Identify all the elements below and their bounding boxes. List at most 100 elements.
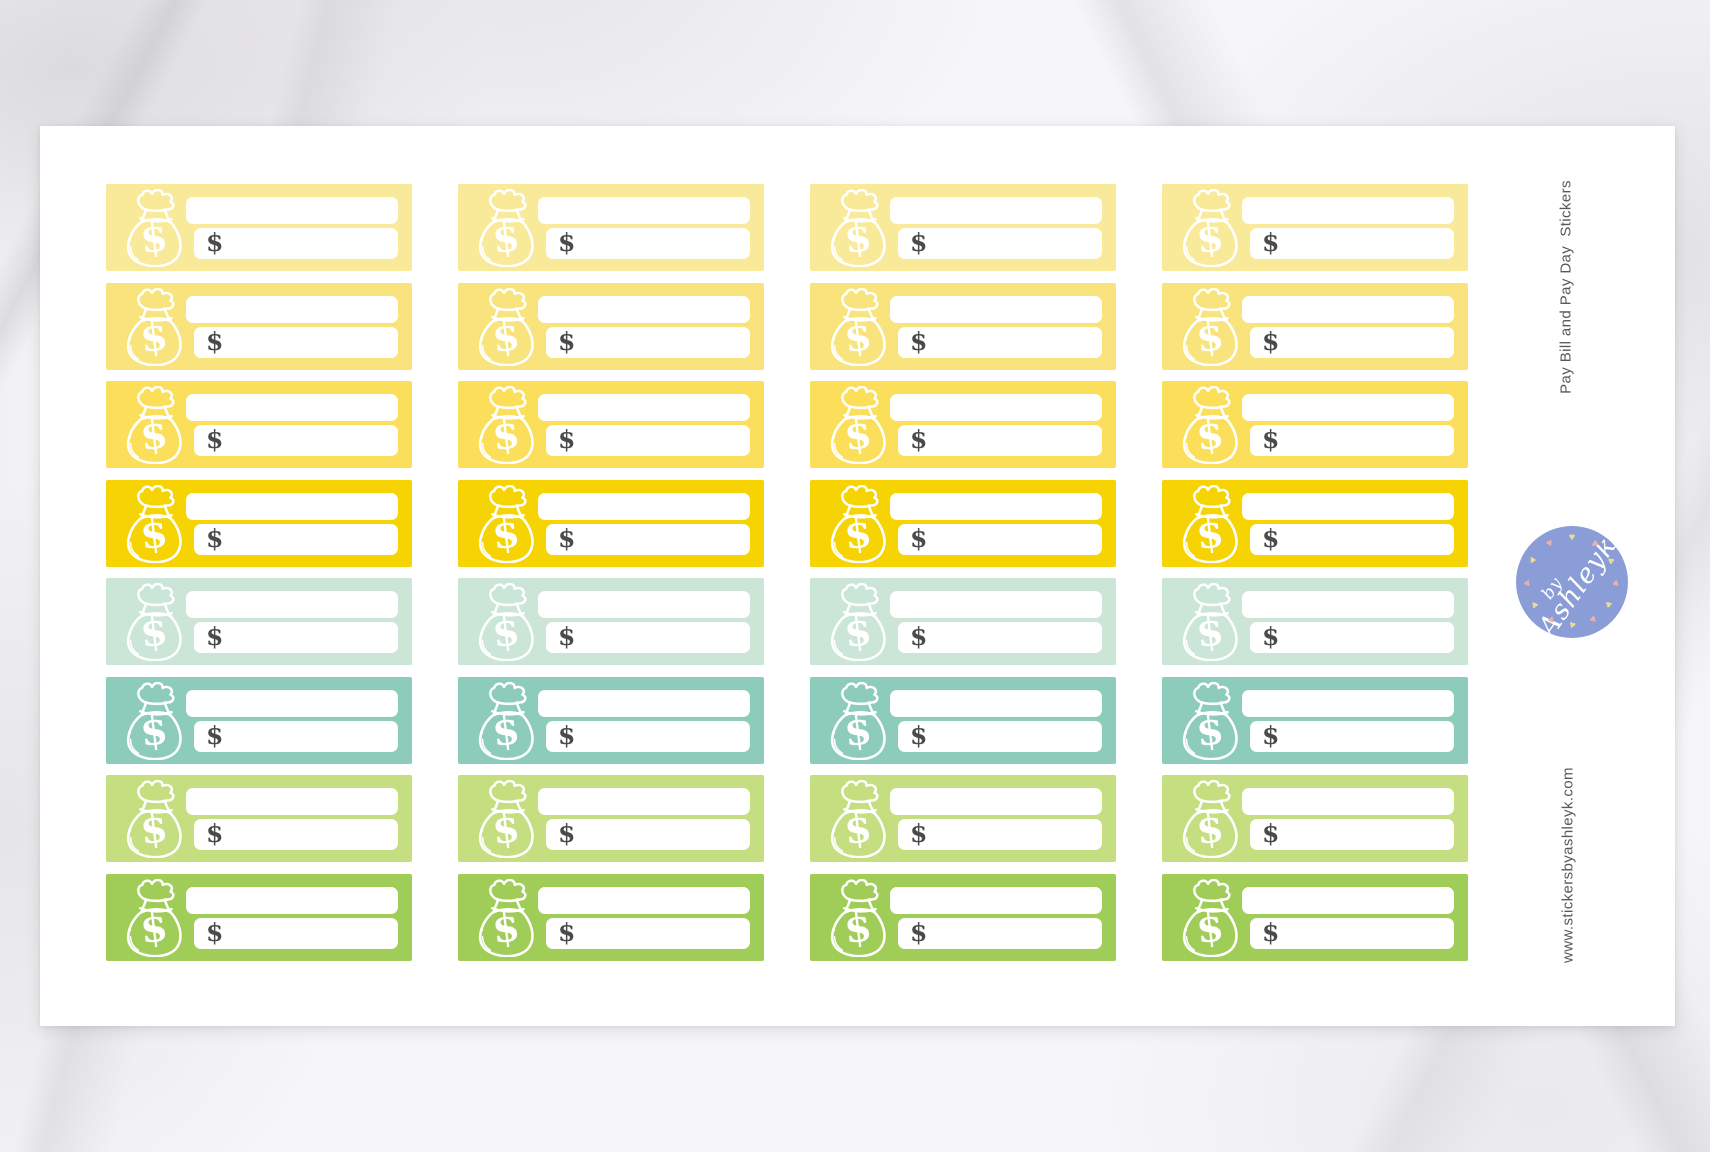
bill-name-field (538, 689, 750, 717)
money-bag-icon: $ (1182, 583, 1238, 661)
bill-amount-field: $ (194, 819, 398, 850)
bag-dollar-symbol: $ (490, 214, 523, 263)
money-bag-icon: $ (126, 287, 182, 366)
pay-bill-sticker: $ $ (810, 775, 1116, 862)
bill-amount-field: $ (194, 425, 398, 456)
bill-amount-field: $ (1250, 326, 1454, 358)
bill-amount-field: $ (194, 917, 398, 949)
bill-name-field (890, 689, 1102, 717)
bill-amount-field: $ (1250, 523, 1454, 555)
money-bag-icon: $ (1182, 780, 1238, 858)
bag-dollar-symbol: $ (138, 509, 171, 558)
amount-dollar-symbol: $ (910, 720, 928, 750)
amount-dollar-symbol: $ (1262, 819, 1280, 848)
bill-amount-field: $ (1250, 720, 1454, 752)
bill-name-field (186, 689, 398, 717)
bag-dollar-symbol: $ (842, 608, 875, 657)
amount-dollar-symbol: $ (1262, 622, 1280, 651)
bill-name-field (538, 788, 750, 815)
pay-bill-sticker: $ $ (1162, 479, 1468, 567)
bill-amount-field: $ (194, 523, 398, 555)
sticker-sheet: $ $ $ $ (40, 126, 1675, 1026)
money-bag-icon: $ (830, 878, 886, 957)
bill-amount-field: $ (1250, 917, 1454, 949)
bag-dollar-symbol: $ (1194, 903, 1227, 952)
pay-bill-sticker: $ $ (458, 578, 764, 665)
pay-bill-sticker: $ $ (458, 479, 764, 567)
money-bag-icon: $ (478, 780, 534, 858)
website-url: www.stickersbyashleyk.com (1559, 767, 1577, 963)
amount-dollar-symbol: $ (558, 917, 576, 947)
money-bag-icon: $ (126, 484, 182, 563)
money-bag-icon: $ (126, 386, 182, 464)
bill-name-field (538, 492, 750, 520)
bag-dollar-symbol: $ (490, 805, 523, 854)
bill-amount-field: $ (194, 720, 398, 752)
bag-dollar-symbol: $ (1194, 608, 1227, 657)
bill-name-field (538, 591, 750, 618)
bag-dollar-symbol: $ (842, 411, 875, 460)
pay-bill-sticker: $ $ (1162, 184, 1468, 271)
bill-name-field (1242, 197, 1454, 224)
money-bag-icon: $ (830, 583, 886, 661)
money-bag-icon: $ (830, 287, 886, 366)
bill-name-field (890, 197, 1102, 224)
money-bag-icon: $ (126, 878, 182, 957)
bill-amount-field: $ (1250, 425, 1454, 456)
bill-name-field (186, 886, 398, 914)
bag-dollar-symbol: $ (138, 903, 171, 952)
bag-dollar-symbol: $ (490, 509, 523, 558)
pay-bill-sticker: $ $ (106, 676, 412, 764)
bag-dollar-symbol: $ (1194, 411, 1227, 460)
heart-icon: ♥ (1602, 599, 1617, 610)
amount-dollar-symbol: $ (558, 819, 576, 848)
bag-dollar-symbol: $ (138, 411, 171, 460)
money-bag-icon: $ (1182, 878, 1238, 957)
bill-amount-field: $ (898, 819, 1102, 850)
pay-bill-sticker: $ $ (458, 282, 764, 370)
amount-dollar-symbol: $ (558, 326, 576, 356)
amount-dollar-symbol: $ (206, 720, 224, 750)
bill-name-field (186, 197, 398, 224)
pay-bill-sticker: $ $ (458, 775, 764, 862)
amount-dollar-symbol: $ (1262, 326, 1280, 356)
amount-dollar-symbol: $ (1262, 917, 1280, 947)
money-bag-icon: $ (478, 287, 534, 366)
sheet-title: Pay Bill and Pay Day Stickers (1557, 180, 1575, 394)
bag-dollar-symbol: $ (842, 312, 875, 361)
amount-dollar-symbol: $ (910, 523, 928, 553)
heart-icon: ♥ (1522, 575, 1534, 590)
pay-bill-sticker: $ $ (810, 873, 1116, 961)
bag-dollar-symbol: $ (138, 805, 171, 854)
amount-dollar-symbol: $ (910, 425, 928, 454)
amount-dollar-symbol: $ (910, 819, 928, 848)
pay-bill-sticker: $ $ (810, 578, 1116, 665)
amount-dollar-symbol: $ (1262, 523, 1280, 553)
pay-bill-sticker: $ $ (810, 381, 1116, 468)
bag-dollar-symbol: $ (138, 214, 171, 263)
money-bag-icon: $ (1182, 681, 1238, 760)
bill-name-field (186, 295, 398, 323)
money-bag-icon: $ (830, 780, 886, 858)
bill-amount-field: $ (1250, 228, 1454, 259)
amount-dollar-symbol: $ (206, 228, 224, 257)
pay-bill-sticker: $ $ (810, 184, 1116, 271)
amount-dollar-symbol: $ (206, 326, 224, 356)
bag-dollar-symbol: $ (1194, 706, 1227, 755)
bill-name-field (186, 492, 398, 520)
bill-amount-field: $ (194, 228, 398, 259)
bill-name-field (1242, 886, 1454, 914)
bag-dollar-symbol: $ (1194, 509, 1227, 558)
amount-dollar-symbol: $ (206, 917, 224, 947)
money-bag-icon: $ (478, 484, 534, 563)
bag-dollar-symbol: $ (842, 706, 875, 755)
heart-icon: ♥ (1587, 613, 1601, 627)
amount-dollar-symbol: $ (558, 228, 576, 257)
bag-dollar-symbol: $ (842, 214, 875, 263)
brand-logo: by Ashleyk ♥ ♥ ♥ ♥ ♥ ♥ ♥ ♥ ♥ ♥ ♥ ♥ (1516, 526, 1628, 642)
amount-dollar-symbol: $ (1262, 720, 1280, 750)
pay-bill-sticker: $ $ (810, 676, 1116, 764)
heart-icon: ♥ (1527, 556, 1540, 564)
bill-name-field (890, 295, 1102, 323)
